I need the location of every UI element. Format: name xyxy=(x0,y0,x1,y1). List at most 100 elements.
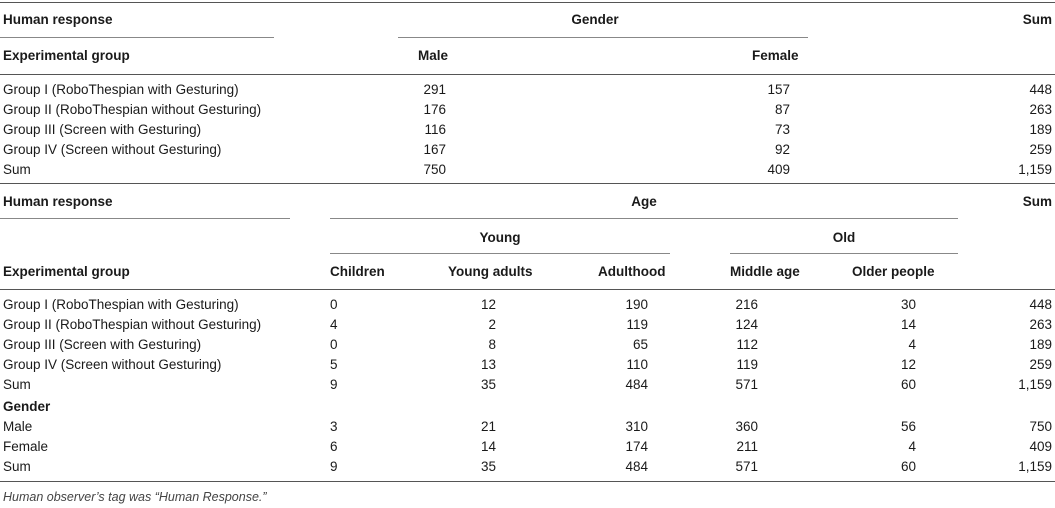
cell-adulthood: 119 xyxy=(626,317,648,332)
t2-header-adulthood: Adulthood xyxy=(598,264,666,279)
cell-young-adults: 2 xyxy=(488,317,496,332)
row-label: Sum xyxy=(3,459,31,474)
cell-sum: 259 xyxy=(1029,142,1052,157)
t2-young-rule xyxy=(330,253,670,254)
cell-female: 92 xyxy=(774,142,790,157)
row-label: Sum xyxy=(3,377,31,392)
cell-middle-age: 216 xyxy=(735,297,758,312)
table-separator-rule xyxy=(0,183,1055,184)
row-label: Sum xyxy=(3,162,31,177)
t2-header-middle-age: Middle age xyxy=(730,264,800,279)
t1-header-sum: Sum xyxy=(1022,12,1052,27)
cell-female: 157 xyxy=(767,82,790,97)
cell-young-adults: 12 xyxy=(480,297,496,312)
cell-children: 9 xyxy=(330,459,338,474)
t1-human-response-rule xyxy=(0,37,274,38)
row-label: Group I (RoboThespian with Gesturing) xyxy=(3,297,239,312)
cell-children: 6 xyxy=(330,439,338,454)
cell-middle-age: 360 xyxy=(735,419,758,434)
cell-children: 4 xyxy=(330,317,338,332)
cell-sum: 448 xyxy=(1029,82,1052,97)
t2-old-rule xyxy=(730,253,958,254)
cell-sum: 448 xyxy=(1029,297,1052,312)
cell-sum: 409 xyxy=(1029,439,1052,454)
t2-header-age: Age xyxy=(631,194,657,209)
cell-young-adults: 14 xyxy=(480,439,496,454)
t2-human-response-rule xyxy=(0,218,290,219)
row-label: Female xyxy=(3,439,49,454)
t1-header-experimental-group: Experimental group xyxy=(3,48,130,63)
cell-male: 291 xyxy=(423,82,446,97)
cell-adulthood: 65 xyxy=(632,337,648,352)
t2-header-older-people: Older people xyxy=(852,264,935,279)
cell-young-adults: 13 xyxy=(480,357,496,372)
cell-children: 0 xyxy=(330,297,338,312)
cell-male: 116 xyxy=(424,122,446,137)
cell-middle-age: 571 xyxy=(735,377,758,392)
cell-sum: 1,159 xyxy=(1018,459,1052,474)
row-label: Group IV (Screen without Gesturing) xyxy=(3,142,222,157)
table-footnote: Human observer’s tag was “Human Response… xyxy=(3,490,267,504)
cell-middle-age: 112 xyxy=(736,337,758,352)
bottom-rule xyxy=(0,481,1055,482)
cell-middle-age: 211 xyxy=(736,439,758,454)
cell-adulthood: 190 xyxy=(625,297,648,312)
t2-header-rule xyxy=(0,289,1055,290)
cell-sum: 1,159 xyxy=(1018,377,1052,392)
t1-header-rule xyxy=(0,74,1055,75)
cell-middle-age: 571 xyxy=(735,459,758,474)
cell-older-people: 14 xyxy=(900,317,916,332)
cell-sum: 189 xyxy=(1029,337,1052,352)
cell-sum: 263 xyxy=(1029,317,1052,332)
row-label: Group II (RoboThespian without Gesturing… xyxy=(3,102,262,117)
cell-older-people: 4 xyxy=(908,337,916,352)
t1-header-gender: Gender xyxy=(571,12,619,27)
row-label: Group III (Screen with Gesturing) xyxy=(3,122,202,137)
cell-older-people: 60 xyxy=(900,459,916,474)
cell-middle-age: 124 xyxy=(735,317,758,332)
t2-header-young: Young xyxy=(479,230,521,245)
cell-older-people: 4 xyxy=(908,439,916,454)
t2-header-human-response: Human response xyxy=(3,194,113,209)
cell-adulthood: 484 xyxy=(625,377,648,392)
cell-sum: 750 xyxy=(1029,419,1052,434)
cell-sum: 189 xyxy=(1029,122,1052,137)
cell-male: 167 xyxy=(423,142,446,157)
cell-children: 9 xyxy=(330,377,338,392)
cell-children: 5 xyxy=(330,357,338,372)
t2-header-sum: Sum xyxy=(1022,194,1052,209)
t2-header-children: Children xyxy=(330,264,385,279)
row-label: Group I (RoboThespian with Gesturing) xyxy=(3,82,239,97)
cell-adulthood: 174 xyxy=(625,439,648,454)
cell-adulthood: 310 xyxy=(625,419,648,434)
cell-children: 0 xyxy=(330,337,338,352)
t2-header-experimental-group: Experimental group xyxy=(3,264,130,279)
cell-female: 87 xyxy=(774,102,790,117)
cell-sum: 263 xyxy=(1029,102,1052,117)
cell-middle-age: 119 xyxy=(736,357,758,372)
row-label: Group II (RoboThespian without Gesturing… xyxy=(3,317,262,332)
t1-header-human-response: Human response xyxy=(3,12,113,27)
cell-male: 176 xyxy=(423,102,446,117)
t1-header-female: Female xyxy=(752,48,799,63)
cell-older-people: 56 xyxy=(900,419,916,434)
t1-header-male: Male xyxy=(418,48,449,63)
cell-female: 409 xyxy=(767,162,790,177)
cell-children: 3 xyxy=(330,419,338,434)
cell-young-adults: 21 xyxy=(480,419,496,434)
cell-adulthood: 110 xyxy=(626,357,648,372)
top-rule xyxy=(0,2,1055,3)
cell-sum: 259 xyxy=(1029,357,1052,372)
t2-age-rule xyxy=(330,218,958,219)
row-label: Group III (Screen with Gesturing) xyxy=(3,337,202,352)
t1-gender-rule xyxy=(398,37,808,38)
cell-young-adults: 35 xyxy=(480,459,496,474)
t2-header-young-adults: Young adults xyxy=(448,264,533,279)
cell-young-adults: 35 xyxy=(480,377,496,392)
t2-gender-heading: Gender xyxy=(3,399,51,414)
cell-young-adults: 8 xyxy=(488,337,496,352)
cell-adulthood: 484 xyxy=(625,459,648,474)
t2-header-old: Old xyxy=(832,230,856,245)
row-label: Male xyxy=(3,419,33,434)
